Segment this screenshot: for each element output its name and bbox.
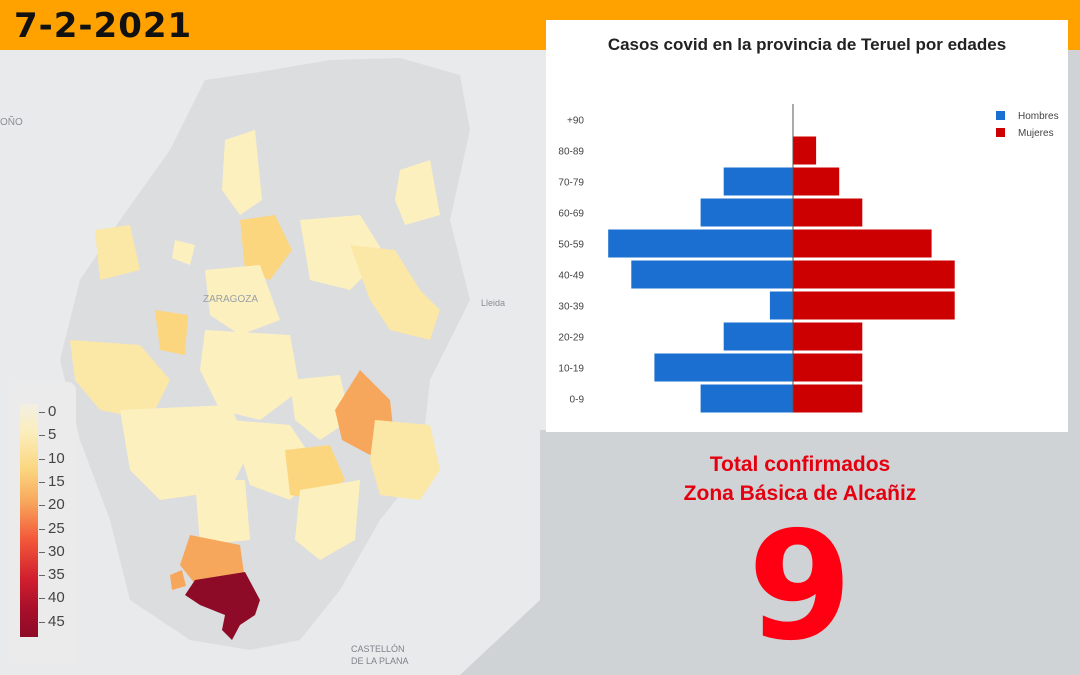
legend-gradient-bar xyxy=(20,404,38,637)
legend-swatch xyxy=(996,128,1005,137)
total-confirmed-label: Total confirmados Zona Básica de Alcañiz xyxy=(650,450,950,508)
bar-mujeres xyxy=(793,229,932,258)
bar-hombres xyxy=(608,229,793,258)
legend-tick-mark xyxy=(39,481,45,483)
bar-mujeres xyxy=(793,260,955,289)
legend-tick-mark xyxy=(39,551,45,553)
color-legend: 0 5 10 15 20 25 30 35 40 45 xyxy=(8,382,76,664)
bar-mujeres xyxy=(793,167,840,196)
age-pyramid-chart: Casos covid en la provincia de Teruel po… xyxy=(558,35,1059,413)
bar-mujeres xyxy=(793,353,863,382)
bar-hombres xyxy=(700,384,793,413)
legend-tick-mark xyxy=(39,598,45,600)
age-group-label: 60-69 xyxy=(558,209,584,220)
map-label-partial: OÑO xyxy=(0,115,23,128)
age-group-label: 40-49 xyxy=(558,271,584,282)
age-group-label: 50-59 xyxy=(558,240,584,251)
age-group-label: 80-89 xyxy=(558,147,584,158)
total-line-2: Zona Básica de Alcañiz xyxy=(683,482,917,505)
legend-tick-label: 20 xyxy=(48,496,65,514)
legend-tick-label: 0 xyxy=(48,403,57,420)
age-group-label: +90 xyxy=(567,116,584,127)
legend-tick-mark xyxy=(39,505,45,507)
chart-title: Casos covid en la provincia de Teruel po… xyxy=(608,35,1006,54)
legend-tick-mark xyxy=(39,575,45,577)
legend-tick-label: 40 xyxy=(48,589,65,607)
age-group-label: 20-29 xyxy=(558,333,584,344)
legend-tick-label: 30 xyxy=(48,542,65,560)
bar-mujeres xyxy=(793,291,955,320)
legend-tick-label: 35 xyxy=(48,566,65,584)
legend-tick-mark xyxy=(39,621,45,623)
legend-tick-label: 25 xyxy=(48,519,65,537)
legend-tick-mark xyxy=(39,528,45,530)
bar-hombres xyxy=(723,322,793,351)
age-group-label: 0-9 xyxy=(570,395,585,406)
bar-hombres xyxy=(631,260,793,289)
bar-mujeres xyxy=(793,198,863,227)
legend-swatch xyxy=(996,111,1005,120)
age-group-label: 10-19 xyxy=(558,364,584,375)
bar-hombres xyxy=(654,353,793,382)
legend-entry: Mujeres xyxy=(1018,128,1054,139)
map-label-lleida: Lleida xyxy=(481,298,505,308)
legend-tick-label: 15 xyxy=(48,472,65,490)
map-label-castellon: CASTELLÓN xyxy=(351,644,405,654)
age-group-label: 30-39 xyxy=(558,302,584,313)
legend-tick-label: 10 xyxy=(48,449,65,467)
total-confirmed-value: 9 xyxy=(747,500,853,674)
legend-entry: Hombres xyxy=(1018,111,1059,122)
bar-hombres xyxy=(769,291,793,320)
date-label: 7-2-2021 xyxy=(14,6,193,46)
legend-tick-mark xyxy=(39,412,45,413)
legend-tick-mark xyxy=(39,458,45,460)
bar-mujeres xyxy=(793,322,863,351)
age-group-label: 70-79 xyxy=(558,178,584,189)
legend-tick-label: 45 xyxy=(48,612,65,630)
legend-tick-label: 5 xyxy=(48,426,57,444)
age-pyramid-panel: Casos covid en la provincia de Teruel po… xyxy=(546,20,1068,432)
map-label-zaragoza: ZARAGOZA xyxy=(203,294,258,305)
bar-hombres xyxy=(723,167,793,196)
bar-hombres xyxy=(700,198,793,227)
municipality-regions xyxy=(70,130,440,640)
map-label-castellon-2: DE LA PLANA xyxy=(351,656,409,666)
total-line-1: Total confirmados xyxy=(709,453,891,476)
bar-mujeres xyxy=(793,136,817,165)
legend-tick-mark xyxy=(39,435,45,437)
bar-mujeres xyxy=(793,384,863,413)
